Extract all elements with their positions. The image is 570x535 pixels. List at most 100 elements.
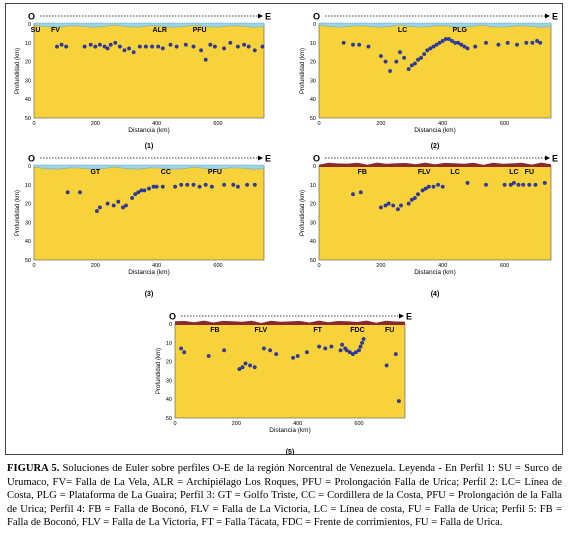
panel-1-number-label: (1) [145, 143, 154, 150]
panel-4-euler-point [383, 203, 388, 208]
panel-5-euler-point [323, 346, 328, 351]
panel-5-euler-point [338, 348, 343, 353]
panel-5-euler-point [206, 354, 211, 358]
panel-4-euler-point [533, 182, 538, 187]
panel-3-euler-point [147, 186, 151, 191]
panel-5-ytick-label: 40 [166, 397, 172, 403]
panel-4-x-axis-label: Distancia (km) [414, 269, 456, 276]
panel-4-euler-point [412, 196, 417, 200]
panel-3-euler-point [116, 199, 121, 204]
caption-text: Soluciones de Euler sobre perfiles O-E d… [7, 463, 562, 528]
panel-4-ytick-label: 50 [310, 258, 316, 264]
panel-3-plot-area [33, 165, 265, 261]
panel-3-euler-point [252, 182, 257, 187]
panel-3-euler-point [111, 203, 116, 208]
panel-5-euler-point [222, 348, 227, 353]
panel-2-euler-point [378, 54, 383, 58]
panel-1-annotation: SU [31, 27, 41, 34]
panel-5-topography-layer [175, 320, 405, 325]
panel-1-euler-point [183, 42, 188, 47]
panel-2-euler-point [406, 67, 411, 72]
panel-1-euler-point [260, 44, 265, 49]
panel-4-arrow-head-icon [545, 155, 550, 161]
panel-2-euler-point [440, 38, 445, 43]
panel-2-x-axis-label: Distancia (km) [414, 127, 456, 134]
panel-2-annotation: PLG [453, 27, 468, 34]
panel-5-xtick-label: 600 [354, 421, 363, 427]
panel-1-euler-point [105, 46, 110, 51]
panel-4-euler-point [516, 182, 521, 187]
panel-3-euler-point [209, 184, 214, 189]
panel-2-euler-point [462, 44, 467, 49]
panel-3-number-label: (3) [145, 291, 154, 298]
panel-5-annotation: FT [313, 327, 322, 334]
panel-2-xtick-label: 0 [317, 121, 320, 127]
panel-2-euler-point [431, 44, 436, 49]
panel-3-ytick-label: 30 [25, 220, 31, 226]
panel-2-euler-point [412, 61, 417, 66]
panel-4-euler-point [511, 180, 516, 185]
panel-1-euler-point [88, 42, 93, 47]
panel-5-euler-point [295, 354, 300, 358]
panel-4-annotation: LC [509, 169, 518, 176]
panel-4-euler-point [416, 192, 420, 197]
panel-5-euler-point [268, 348, 273, 353]
panel-1-euler-point [59, 42, 64, 47]
panel-5-euler-point [360, 340, 365, 345]
figure-caption: FIGURA 5. Soluciones de Euler sobre perf… [7, 462, 562, 530]
panel-1-sea-layer [33, 22, 265, 28]
panel-4-euler-point [508, 182, 513, 187]
panel-2-euler-point [383, 59, 388, 64]
panel-3-euler-point [65, 190, 70, 195]
panel-3-x-axis-label: Distancia (km) [128, 269, 170, 276]
panel-4-euler-point [440, 184, 445, 189]
panel-3-euler-point [94, 209, 99, 214]
panel-3-euler-point [120, 205, 125, 210]
panel-2-euler-point [535, 38, 540, 43]
panel-4-euler-point [386, 201, 391, 206]
panel-1-euler-point [160, 46, 165, 51]
panel-5-east-label: E [406, 312, 412, 322]
panel-2-plot-area [318, 23, 552, 119]
panel-4-east-label: E [552, 154, 558, 164]
panel-1-euler-point [222, 46, 227, 51]
panel-2-euler-point [402, 55, 407, 60]
panel-3-euler-point [124, 203, 128, 208]
panel-5-euler-point [347, 350, 352, 355]
panel-3-xtick-label: 400 [152, 263, 161, 269]
panel-5-euler-point [384, 363, 389, 368]
panel-3-ytick-label: 0 [28, 164, 31, 170]
panel-4-euler-point [465, 180, 470, 185]
panel-1-euler-point [97, 42, 102, 47]
panel-2-euler-point [434, 42, 439, 47]
panel-4-xtick-label: 600 [500, 263, 509, 269]
panel-2-east-label: E [552, 12, 558, 22]
panel-4-euler-point [391, 203, 396, 208]
panel-4-annotation: FB [358, 169, 367, 176]
panel-5-euler-point [317, 344, 322, 349]
panel-1-xtick-label: 600 [213, 121, 222, 127]
panel-3-euler-point [160, 184, 165, 189]
panel-2-euler-point [459, 42, 464, 47]
panel-4-euler-point [358, 190, 363, 195]
panel-1-euler-point [168, 42, 173, 47]
panel-3-xtick-label: 200 [91, 263, 100, 269]
panel-3-euler-point [235, 184, 240, 189]
panel-1-euler-point [117, 44, 122, 49]
panel-5-euler-point [274, 352, 279, 357]
panel-3-ytick-label: 20 [25, 202, 31, 208]
panel-4-annotation: FU [525, 169, 534, 176]
panel-1-xtick-label: 200 [91, 121, 100, 127]
panel-4-y-axis-label: Profundidad (km) [300, 190, 306, 236]
panel-4-ytick-label: 40 [310, 239, 316, 245]
panel-5-euler-point [350, 352, 355, 357]
panel-2-euler-point [409, 63, 414, 68]
panel-1-euler-point [108, 42, 113, 47]
panel-4-euler-point [431, 184, 436, 189]
panel-3-euler-point [105, 201, 110, 206]
panel-1-euler-point [102, 44, 107, 49]
panel-2-euler-point [428, 46, 433, 51]
panel-3-annotation: PFU [208, 169, 222, 176]
panel-5-euler-point [240, 365, 245, 370]
panel-1-euler-point [150, 44, 155, 49]
